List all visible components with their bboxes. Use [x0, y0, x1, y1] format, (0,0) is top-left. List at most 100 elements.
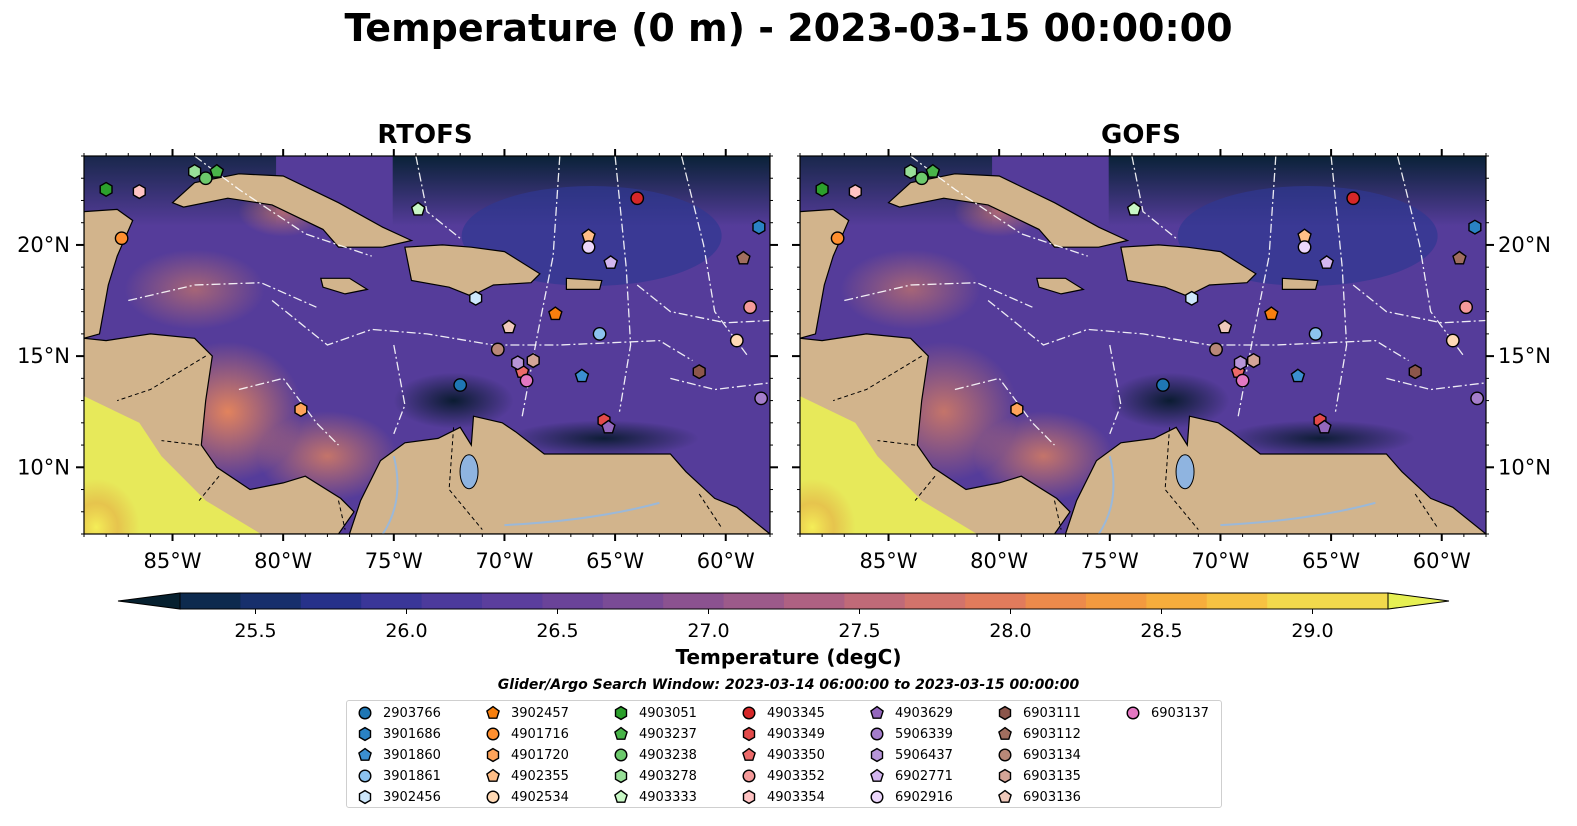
colorbar-label: Temperature (degC) — [675, 645, 902, 669]
legend-marker-hexagon — [486, 747, 500, 763]
legend-label: 6903137 — [1151, 705, 1209, 721]
legend-item-3901686: 3901686 — [357, 724, 441, 744]
float-marker-3902456 — [1185, 290, 1199, 306]
map-frame — [799, 155, 1487, 535]
legend-item-4901716: 4901716 — [485, 724, 569, 744]
legend-item-3902457: 3902457 — [485, 703, 569, 723]
colorbar-tick-label: 26.5 — [536, 620, 578, 642]
lat-tick-label: 15°N — [17, 344, 70, 368]
legend-item-6903112: 6903112 — [997, 724, 1081, 744]
float-marker-6903135 — [1246, 352, 1261, 369]
float-marker-6902916 — [581, 240, 596, 255]
legend-marker-pentagon — [486, 768, 500, 782]
legend-marker-circle — [486, 727, 500, 741]
legend-item-4903051: 4903051 — [613, 703, 697, 723]
legend-label: 6903112 — [1023, 726, 1081, 742]
legend-label: 6902916 — [895, 789, 953, 805]
float-marker-6903136 — [1217, 319, 1233, 334]
float-marker-3901686 — [1468, 219, 1482, 235]
float-marker-6903112 — [1452, 250, 1467, 265]
legend-marker-circle — [358, 706, 372, 720]
float-marker-4903238 — [914, 171, 929, 186]
legend-label: 4903352 — [767, 768, 825, 784]
legend-marker-pentagon — [486, 705, 500, 719]
colorbar-tick-label: 27.5 — [838, 620, 880, 642]
float-marker-5906437 — [1233, 355, 1248, 371]
float-marker-3901861 — [1308, 326, 1323, 341]
legend-marker-circle — [870, 790, 884, 804]
legend-label: 5906339 — [895, 726, 953, 742]
legend-marker-circle — [742, 769, 756, 783]
float-marker-4901716 — [830, 231, 845, 246]
float-marker-4903278 — [904, 163, 918, 180]
colorbar-tick-label: 28.0 — [989, 620, 1031, 642]
legend-label: 3901686 — [383, 726, 441, 742]
legend-item-4902355: 4902355 — [485, 766, 569, 786]
lat-tick-label: 15°N — [1498, 344, 1551, 368]
gofs-map — [800, 156, 1486, 534]
float-marker-6903134 — [490, 342, 505, 357]
float-marker-6903111 — [1408, 364, 1422, 380]
float-marker-4903629 — [601, 419, 616, 434]
lat-tick-label: 20°N — [1498, 233, 1551, 257]
float-marker-4903629 — [1317, 419, 1332, 434]
float-marker-6902771 — [1319, 255, 1335, 269]
legend-item-4903350: 4903350 — [741, 745, 825, 765]
legend-marker-circle — [1126, 706, 1140, 720]
float-marker-5906437 — [511, 355, 525, 371]
lon-tick-label: 60°W — [697, 549, 755, 573]
lat-tick-label: 10°N — [17, 455, 70, 479]
legend-item-4903352: 4903352 — [741, 766, 825, 786]
legend-item-6902771: 6902771 — [869, 766, 953, 786]
float-marker-6903111 — [692, 364, 706, 380]
float-marker-3901860 — [574, 368, 590, 383]
legend-item-4903237: 4903237 — [613, 724, 697, 744]
legend-item-4903278: 4903278 — [613, 766, 697, 786]
legend-label: 4903333 — [639, 789, 697, 805]
legend-item-4903629: 4903629 — [869, 703, 953, 723]
legend-marker-pentagon — [870, 705, 884, 719]
panel-title-gofs: GOFS — [1101, 120, 1181, 150]
legend-item-6903134: 6903134 — [997, 745, 1081, 765]
legend-item-5906437: 5906437 — [869, 745, 953, 765]
legend-marker-hexagon — [998, 768, 1012, 784]
legend-marker-circle — [358, 769, 372, 783]
legend-label: 4902534 — [511, 789, 569, 805]
legend-item-4903345: 4903345 — [741, 703, 825, 723]
float-marker-4903051 — [99, 181, 113, 198]
float-marker-4903352 — [743, 300, 757, 315]
legend-label: 4903349 — [767, 726, 825, 742]
float-marker-4903354 — [132, 183, 146, 200]
float-marker-6903136 — [501, 319, 517, 334]
legend-marker-hexagon — [358, 789, 372, 805]
legend-item-6903136: 6903136 — [997, 787, 1081, 807]
legend-label: 6902771 — [895, 768, 953, 784]
float-marker-2903766 — [453, 378, 468, 392]
legend-item-5906339: 5906339 — [869, 724, 953, 744]
float-marker-4903051 — [815, 181, 829, 198]
legend-item-6903137: 6903137 — [1125, 703, 1209, 723]
legend-marker-hexagon — [742, 789, 756, 805]
legend-label: 4903354 — [767, 789, 825, 805]
float-marker-3901860 — [1290, 368, 1306, 383]
legend-label: 6903111 — [1023, 705, 1081, 721]
float-marker-4903278 — [187, 163, 202, 180]
float-marker-4903237 — [925, 163, 941, 178]
lon-tick-label: 75°W — [365, 549, 423, 573]
legend-label: 4903345 — [767, 705, 825, 721]
float-marker-6903135 — [526, 352, 540, 369]
float-marker-3902457 — [1264, 306, 1279, 321]
search-window-label: Glider/Argo Search Window: 2023-03-14 06… — [497, 677, 1080, 693]
legend-marker-hexagon — [870, 747, 884, 763]
float-marker-4901720 — [294, 401, 308, 418]
float-marker-4903354 — [848, 183, 862, 200]
legend-label: 3902457 — [511, 705, 569, 721]
legend-label: 4903237 — [639, 726, 697, 742]
float-marker-4903333 — [1126, 201, 1142, 216]
lon-tick-label: 85°W — [144, 549, 202, 573]
legend-label: 4903238 — [639, 747, 697, 763]
float-markers — [99, 163, 769, 434]
float-marker-6902916 — [1297, 240, 1312, 255]
legend-label: 2903766 — [383, 705, 441, 721]
legend-item-4903333: 4903333 — [613, 787, 697, 807]
